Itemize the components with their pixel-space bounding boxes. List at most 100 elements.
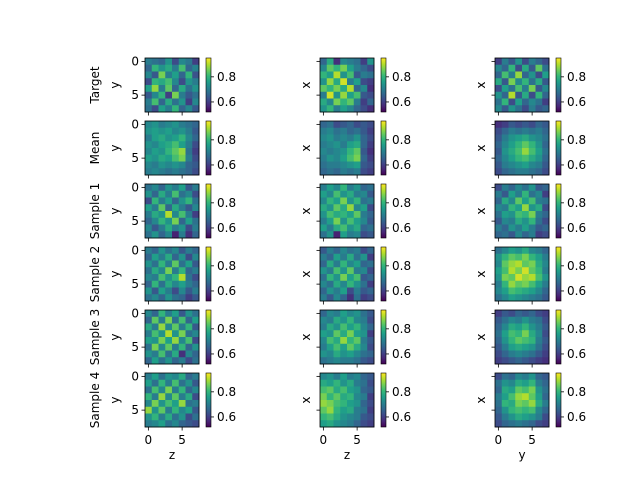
heatmap-cell: [320, 343, 328, 351]
colorbar-tick-label: 0.6: [217, 284, 236, 298]
heatmap-cell: [528, 224, 536, 232]
heatmap-cell: [515, 386, 523, 394]
heatmap-cell: [353, 224, 361, 232]
heatmap-cell: [522, 386, 530, 394]
heatmap-cell: [326, 406, 334, 414]
heatmap-cell: [158, 420, 166, 428]
heatmap-cell: [522, 121, 530, 129]
heatmap-cell: [192, 379, 200, 387]
heatmap-cell: [535, 310, 543, 318]
heatmap-cell: [501, 141, 509, 149]
heatmap-cell: [535, 247, 543, 255]
heatmap-cell: [360, 337, 368, 345]
heatmap-cell: [501, 280, 509, 288]
heatmap-cell: [501, 71, 509, 79]
heatmap-cell: [495, 211, 503, 219]
heatmap-cell: [165, 71, 173, 79]
heatmap-cell: [495, 323, 503, 331]
heatmap-cell: [172, 386, 180, 394]
heatmap-cell: [515, 373, 523, 381]
heatmap-cell: [326, 85, 334, 93]
heatmap-cell: [515, 316, 523, 324]
heatmap-cell: [367, 280, 375, 288]
heatmap-cell: [542, 211, 550, 219]
heatmap-cell: [347, 58, 355, 66]
heatmap-cell: [353, 197, 361, 205]
heatmap-cell: [185, 204, 193, 212]
heatmap-cell: [508, 413, 516, 421]
heatmap-cell: [347, 267, 355, 275]
heatmap-cell: [347, 260, 355, 268]
heatmap-cell: [360, 197, 368, 205]
heatmap-cell: [151, 224, 159, 232]
heatmap-cell: [151, 323, 159, 331]
heatmap-cell: [542, 91, 550, 99]
heatmap-cell: [326, 350, 334, 358]
colorbar-tick-label: 0.8: [392, 259, 411, 273]
heatmap-cell: [333, 357, 341, 365]
heatmap-cell: [333, 253, 341, 261]
heatmap-cell: [145, 190, 153, 198]
heatmap-cell: [185, 274, 193, 282]
heatmap-cell: [495, 105, 503, 113]
heatmap-cell: [145, 105, 153, 113]
heatmap-cell: [347, 330, 355, 338]
heatmap-cell: [165, 316, 173, 324]
colorbar: [380, 246, 387, 302]
heatmap-cell: [515, 190, 523, 198]
heatmap-cell: [508, 393, 516, 401]
heatmap-cell: [185, 280, 193, 288]
heatmap-cell: [326, 310, 334, 318]
heatmap-cell: [535, 154, 543, 162]
heatmap-cell: [178, 310, 186, 318]
heatmap-cell: [172, 98, 180, 106]
heatmap-cell: [320, 294, 328, 302]
heatmap-cell: [360, 161, 368, 169]
heatmap-cell: [165, 231, 173, 239]
heatmap-cell: [340, 316, 348, 324]
heatmap-cell: [522, 85, 530, 93]
colorbar-tick-label: 0.8: [392, 133, 411, 147]
heatmap-cell: [508, 316, 516, 324]
heatmap-cell: [347, 211, 355, 219]
heatmap-cell: [151, 78, 159, 86]
heatmap-cell: [185, 217, 193, 225]
heatmap-cell: [145, 184, 153, 192]
heatmap-cell: [367, 154, 375, 162]
heatmap-cell: [145, 267, 153, 275]
heatmap-cell: [192, 316, 200, 324]
heatmap-panel: [141, 57, 200, 116]
heatmap-cell: [192, 85, 200, 93]
heatmap-cell: [326, 127, 334, 135]
heatmap-cell: [333, 350, 341, 358]
heatmap-cell: [151, 148, 159, 156]
heatmap-cell: [340, 310, 348, 318]
heatmap-cell: [542, 274, 550, 282]
heatmap-cell: [172, 121, 180, 129]
heatmap-cell: [333, 420, 341, 428]
heatmap-cell: [165, 204, 173, 212]
heatmap-cell: [333, 373, 341, 381]
heatmap-cell: [326, 71, 334, 79]
heatmap-cell: [367, 379, 375, 387]
heatmap-cell: [326, 413, 334, 421]
heatmap-cell: [340, 91, 348, 99]
heatmap-cell: [178, 287, 186, 295]
heatmap-cell: [535, 161, 543, 169]
heatmap-cell: [501, 148, 509, 156]
heatmap-cell: [192, 184, 200, 192]
heatmap-cell: [185, 294, 193, 302]
heatmap-cell: [192, 98, 200, 106]
heatmap-cell: [367, 386, 375, 394]
heatmap-cell: [326, 357, 334, 365]
heatmap-cell: [158, 190, 166, 198]
heatmap-cell: [333, 316, 341, 324]
heatmap-cell: [145, 204, 153, 212]
heatmap-cell: [535, 343, 543, 351]
y-tick-label: 0: [131, 180, 139, 194]
heatmap-cell: [360, 310, 368, 318]
axes-frame: [319, 309, 375, 365]
heatmap-cell: [178, 78, 186, 86]
heatmap-cell: [353, 58, 361, 66]
heatmap-cell: [360, 413, 368, 421]
